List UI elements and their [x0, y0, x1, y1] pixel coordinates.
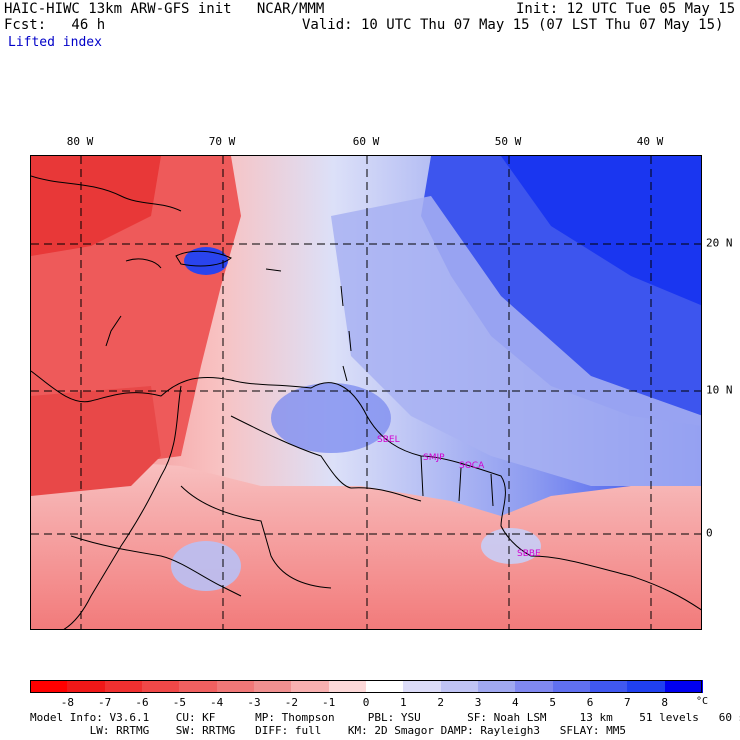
colorbar-outline: [30, 680, 702, 693]
colorbar-segment: [590, 680, 628, 693]
colorbar-tick-label: -7: [98, 696, 112, 709]
colorbar-tick-label: 5: [549, 696, 556, 709]
coastlines: [31, 175, 701, 629]
colorbar-segment: [179, 680, 218, 693]
colorbar-segment: [67, 680, 106, 693]
stable-pocket-amazon-delta: [481, 528, 541, 564]
colorbar-unit: °C: [695, 696, 709, 707]
colorbar-segment: [142, 680, 180, 693]
init-time: Init: 12 UTC Tue 05 May 15: [516, 1, 736, 17]
colorbar-segment: [216, 680, 255, 693]
colorbar-segment: [104, 680, 143, 693]
lon-label-40w: 40 W: [636, 135, 664, 148]
lifted-index-map: SBEL SMJP SOCA SBBE: [30, 155, 702, 630]
colorbar-segment: [478, 680, 516, 693]
colorbar-tick-label: 4: [512, 696, 519, 709]
colorbar-tick-label: 0: [362, 696, 370, 709]
station-soca: SOCA: [459, 461, 485, 471]
colorbar-tick-label: -4: [210, 696, 224, 709]
lon-label-50w: 50 W: [494, 135, 522, 148]
lon-label-80w: 80 W: [66, 135, 94, 148]
valid-time: Valid: 10 UTC Thu 07 May 15 (07 LST Thu …: [302, 17, 724, 33]
colorbar-segment: [552, 680, 591, 693]
colorbar-segment: [366, 680, 404, 693]
field-name: Lifted index: [8, 35, 102, 50]
model-info-line1: Model Info: V3.6.1 CU: KF MP: Thompson P…: [30, 711, 740, 724]
model-title: HAIC-HIWC 13km ARW-GFS init NCAR/MMM: [4, 1, 325, 17]
station-smjp: SMJP: [423, 453, 445, 463]
graticule: [31, 156, 701, 629]
colorbar-tick-label: 6: [586, 696, 594, 709]
colorbar-segment: [30, 680, 68, 693]
stable-pocket-hispaniola: [184, 247, 228, 275]
colorbar-segment: [291, 680, 330, 693]
stable-band: [331, 196, 701, 486]
colorbar-segment: [440, 680, 479, 693]
stable-pocket-venezuela: [271, 383, 391, 453]
colorbar-tick-label: 7: [624, 696, 631, 709]
forecast-hour: Fcst: 46 h: [4, 17, 106, 33]
lon-label-60w: 60 W: [352, 135, 380, 148]
colorbar-tick-label: -5: [172, 696, 186, 709]
lon-label-70w: 70 W: [208, 135, 236, 148]
colorbar-segment: [664, 680, 703, 693]
colorbar-tick-label: 8: [661, 696, 668, 709]
lat-label-20n: 20 N: [706, 236, 733, 250]
unstable-region-caribbean-nw: [31, 156, 161, 256]
colorbar-segment: [515, 680, 554, 693]
lat-label-0: 0: [706, 526, 713, 540]
colorbar-tick-label: -3: [247, 696, 261, 709]
colorbar-segment: [254, 680, 292, 693]
colorbar-tick-label: -1: [322, 696, 336, 709]
colorbar-tick-label: 1: [400, 696, 407, 709]
unstable-region-colombia: [31, 386, 161, 496]
colorbar-tick-label: 3: [474, 696, 482, 709]
model-info-line2: LW: RRTMG SW: RRTMG DIFF: full KM: 2D Sm…: [30, 724, 627, 737]
colorbar-tick-label: -2: [284, 696, 298, 709]
colorbar-tick-label: -8: [60, 696, 74, 709]
colorbar-tick-label: -6: [135, 696, 149, 709]
colorbar-segment: [627, 680, 666, 693]
colorbar-segment: [328, 680, 367, 693]
colorbar-segment: [403, 680, 442, 693]
lat-label-10n: 10 N: [706, 383, 733, 397]
station-sbbe: SBBE: [517, 549, 541, 559]
colorbar-tick-label: 2: [437, 696, 444, 709]
stable-pocket-amazon: [171, 541, 241, 591]
station-sbel: SBEL: [377, 435, 400, 445]
